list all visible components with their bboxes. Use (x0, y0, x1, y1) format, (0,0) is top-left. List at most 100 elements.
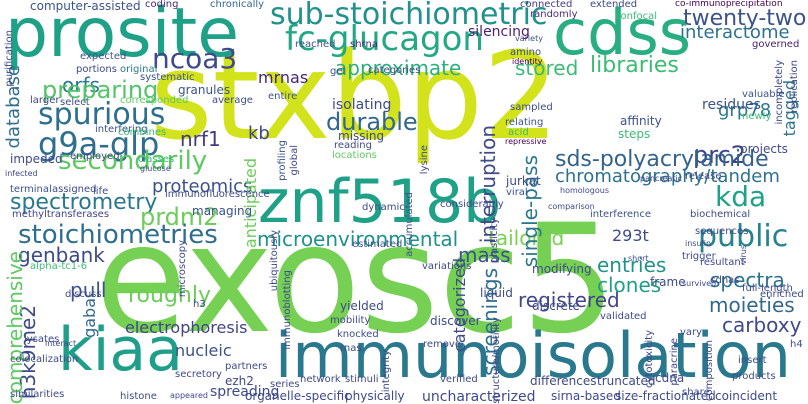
word-insulin: insulin (685, 239, 712, 248)
word-larger: larger (30, 95, 60, 106)
word-lysine: lysine (419, 145, 430, 175)
word-secretory: secretory (175, 369, 222, 380)
word-short: short (628, 254, 649, 263)
word-znf518b: znf518b (258, 167, 502, 237)
word-partners: partners (225, 361, 268, 372)
word-repressive: repressive (505, 137, 547, 146)
word-enriched: enriched (760, 289, 804, 300)
word-carboxy: carboxy (722, 313, 802, 337)
word-glucose: glucose (140, 164, 171, 173)
word-differences: differences (530, 374, 597, 388)
word-missing: missing (338, 129, 385, 143)
word-stoichiometries: stoichiometries (18, 220, 218, 250)
word-reached: reached (295, 39, 336, 50)
word-share: share (682, 387, 710, 398)
word-gaba: gaba (80, 298, 99, 338)
word-categories: categories (368, 65, 421, 76)
word-secondarily: secondarily (58, 146, 208, 176)
word-estimated: estimated (352, 239, 403, 250)
word-interference: interference (590, 209, 652, 220)
word-organelle-specific: organelle-specific (245, 389, 351, 403)
word-discrete: discrete (532, 299, 580, 313)
word-stored: stored (515, 56, 579, 80)
word-select: select (60, 97, 90, 108)
word-identity: identity (512, 57, 543, 66)
word-cytotoxicity: cytotoxicity (644, 330, 655, 388)
word-combines: combines (118, 127, 167, 138)
word-randomly: randomly (530, 9, 578, 20)
word-cdnas: cdnas (710, 275, 740, 286)
word-full-length: full-length (742, 283, 793, 294)
word-spectra: spectra (710, 268, 785, 292)
word-dynamic: dynamic (362, 202, 405, 213)
word-remove: remove (423, 339, 461, 350)
word-nrf1: nrf1 (180, 127, 221, 151)
word-mass: mass (458, 243, 511, 267)
word-spectrometry: spectrometry (10, 190, 158, 215)
word-infected: infected (5, 169, 38, 178)
word-frame: frame (650, 275, 686, 289)
word-durable: durable (326, 108, 418, 136)
word-locations: locations (332, 150, 377, 161)
word-pancreatic: pancreatic (640, 174, 683, 183)
word-global: global (289, 145, 300, 176)
word-immunofluorescence: immunofluorescence (165, 189, 270, 200)
word-relating: relating (505, 117, 544, 128)
word-insert: insert (738, 355, 767, 366)
word-293t: 293t (612, 226, 649, 245)
word-discuss: discuss (65, 289, 102, 300)
word-homologous: homologous (560, 186, 609, 195)
word-plasticity: plasticity (489, 218, 500, 264)
word-colocalization: colocalization (10, 354, 79, 365)
word-sampled: sampled (510, 102, 553, 113)
word-sirna-based: sirna-based (551, 389, 621, 403)
word-kda: kda (715, 180, 767, 213)
word-interactome: interactome (680, 22, 790, 43)
word-survived: survived (682, 279, 717, 288)
word-affinity: affinity (620, 114, 662, 128)
word-pull: pull (70, 278, 107, 302)
word-accumulated: accumulated (404, 192, 415, 257)
word-cdna: cdna (655, 371, 685, 385)
word-mrnas: mrnas (258, 68, 309, 87)
word-knocked: knocked (337, 329, 379, 340)
word-modifying: modifying (532, 262, 592, 276)
word-immunoblotting: immunoblotting (282, 270, 293, 350)
word-co-immunoprecipitation: co-immunoprecipitation (675, 0, 783, 9)
word-integrity: integrity (381, 350, 392, 393)
word-libraries: libraries (590, 53, 679, 78)
word-roughly: roughly (128, 283, 212, 308)
word-preparing: preparing (42, 76, 159, 104)
word-resultant: resultant (700, 257, 745, 268)
word-spurious: spurious (38, 97, 166, 132)
word-sub-stoichiometric: sub-stoichiometric (270, 0, 548, 32)
word-isolating: isolating (332, 97, 392, 113)
word-proteomics: proteomics (152, 176, 253, 197)
word-lysates: lysates (24, 334, 60, 345)
word-interact: interact (45, 339, 77, 348)
word-gel: gel (330, 66, 346, 77)
word-steps: steps (618, 127, 651, 141)
word-spreading: spreading (210, 384, 280, 400)
word-exosc5: exosc5 (95, 193, 617, 367)
word-h4: h4 (790, 339, 803, 350)
word-similarities: similarities (10, 389, 65, 400)
word-verified: verified (440, 374, 478, 385)
word-amino: amino (510, 47, 542, 58)
word-nucleic: nucleic (175, 341, 232, 360)
word-grp78: grp78 (718, 100, 772, 121)
word-entire: entire (268, 91, 298, 102)
word-coincident: coincident (715, 389, 778, 403)
word-classes: classes (138, 154, 175, 165)
word-interfering: interfering (95, 124, 148, 135)
word-variations: variations (422, 261, 472, 272)
word-ezh2: ezh2 (225, 374, 254, 388)
word-original: original (120, 64, 158, 75)
word-terminal: terminal (10, 184, 52, 195)
word-ubiquitously: ubiquitously (269, 230, 280, 292)
word-replication: replication (789, 60, 800, 113)
word-genbank: genbank (18, 243, 105, 267)
word-silencing: silencing (468, 24, 530, 40)
word-incompletely: incompletely (774, 60, 785, 125)
